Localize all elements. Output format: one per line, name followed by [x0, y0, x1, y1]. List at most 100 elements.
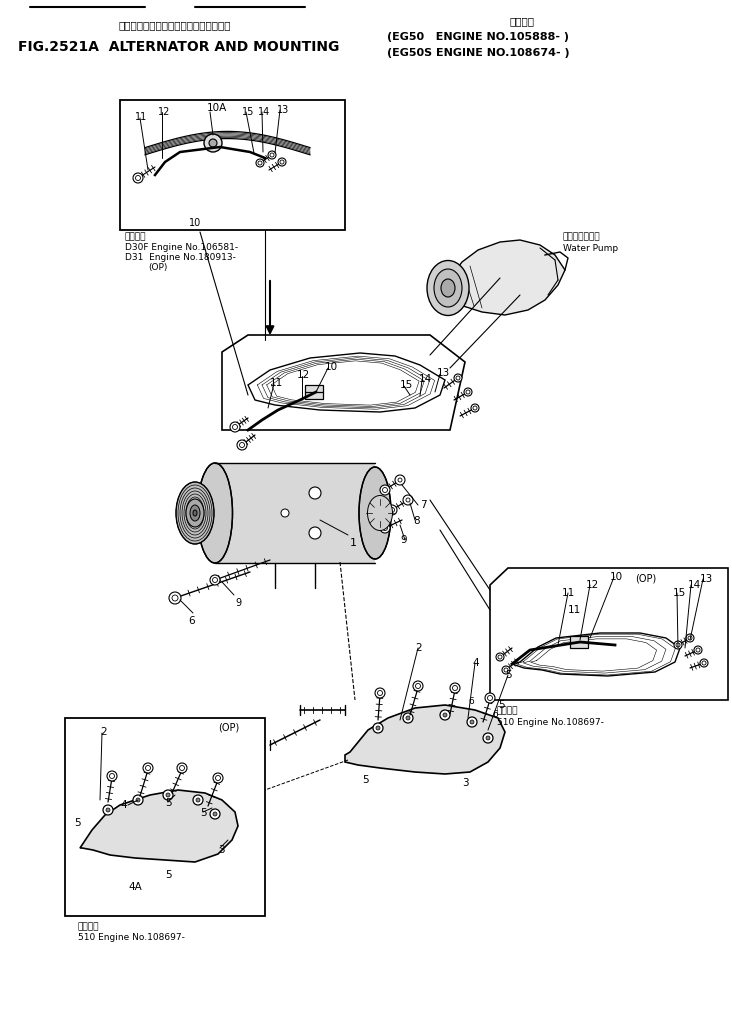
- Circle shape: [688, 636, 692, 640]
- Text: 10A: 10A: [207, 103, 227, 113]
- Text: 11: 11: [135, 112, 147, 122]
- Circle shape: [215, 776, 220, 781]
- Circle shape: [398, 478, 402, 482]
- Circle shape: [378, 691, 383, 696]
- Ellipse shape: [186, 499, 204, 527]
- Text: 5: 5: [165, 798, 171, 808]
- Ellipse shape: [198, 463, 233, 563]
- Text: 7: 7: [420, 500, 427, 510]
- Circle shape: [210, 809, 220, 819]
- Ellipse shape: [176, 482, 214, 544]
- Text: 5: 5: [498, 700, 504, 710]
- Text: 11: 11: [568, 605, 581, 615]
- Circle shape: [133, 795, 143, 805]
- Text: 6: 6: [468, 697, 474, 706]
- Text: 5: 5: [200, 808, 206, 818]
- Text: 9: 9: [400, 535, 406, 545]
- Circle shape: [456, 376, 460, 380]
- Bar: [65, 718, 265, 916]
- Text: 適用号機: 適用号機: [510, 16, 535, 26]
- Circle shape: [172, 595, 178, 601]
- Text: 6: 6: [492, 710, 498, 719]
- Text: 5: 5: [362, 775, 369, 785]
- Circle shape: [486, 736, 490, 740]
- Circle shape: [212, 577, 217, 583]
- Bar: [215, 463, 375, 563]
- Circle shape: [389, 508, 395, 512]
- Polygon shape: [490, 568, 728, 700]
- Circle shape: [502, 666, 510, 673]
- Circle shape: [309, 487, 321, 499]
- Circle shape: [471, 404, 479, 412]
- Circle shape: [210, 575, 220, 585]
- Circle shape: [213, 773, 223, 783]
- Circle shape: [702, 661, 706, 665]
- Circle shape: [383, 525, 387, 530]
- Circle shape: [466, 390, 470, 394]
- Text: 2: 2: [415, 643, 422, 653]
- Circle shape: [383, 487, 387, 493]
- Circle shape: [166, 793, 170, 797]
- Circle shape: [440, 710, 450, 721]
- Bar: [305, 385, 323, 399]
- Bar: [120, 100, 345, 230]
- Circle shape: [676, 643, 680, 647]
- Text: 1: 1: [350, 538, 357, 548]
- Circle shape: [686, 634, 694, 642]
- Circle shape: [452, 686, 458, 691]
- Text: 4: 4: [472, 658, 479, 668]
- Circle shape: [700, 659, 708, 667]
- Circle shape: [106, 808, 110, 812]
- Text: 3: 3: [218, 845, 225, 855]
- Circle shape: [230, 422, 240, 432]
- Text: (EG50   ENGINE NO.105888- ): (EG50 ENGINE NO.105888- ): [387, 32, 569, 42]
- Circle shape: [406, 716, 410, 721]
- Text: 5: 5: [165, 870, 171, 880]
- Circle shape: [403, 495, 413, 505]
- Circle shape: [380, 485, 390, 495]
- Circle shape: [135, 176, 141, 181]
- Circle shape: [281, 509, 289, 517]
- Circle shape: [196, 798, 200, 802]
- Text: 11: 11: [562, 588, 575, 598]
- Circle shape: [309, 527, 321, 539]
- Text: 13: 13: [277, 105, 289, 115]
- Circle shape: [163, 790, 173, 800]
- Text: 3: 3: [462, 778, 468, 788]
- Text: 適用号機: 適用号機: [125, 232, 146, 241]
- Text: D30F Engine No.106581-: D30F Engine No.106581-: [125, 243, 238, 252]
- Polygon shape: [512, 633, 680, 676]
- Circle shape: [450, 683, 460, 693]
- Text: 14: 14: [419, 374, 433, 384]
- Circle shape: [258, 161, 262, 165]
- Circle shape: [237, 440, 247, 450]
- Circle shape: [485, 693, 495, 703]
- Circle shape: [143, 763, 153, 773]
- Ellipse shape: [193, 510, 197, 516]
- Ellipse shape: [427, 261, 469, 316]
- Text: 4A: 4A: [128, 882, 142, 892]
- Polygon shape: [430, 240, 565, 315]
- Polygon shape: [345, 705, 505, 774]
- Text: 4: 4: [120, 800, 127, 810]
- Text: 10: 10: [189, 218, 201, 228]
- Circle shape: [278, 158, 286, 166]
- Text: (OP): (OP): [635, 573, 657, 583]
- Circle shape: [464, 388, 472, 396]
- Circle shape: [696, 648, 700, 652]
- Circle shape: [488, 696, 493, 700]
- Circle shape: [376, 726, 380, 730]
- Circle shape: [403, 713, 413, 723]
- Circle shape: [169, 592, 181, 604]
- Text: 510 Engine No.108697-: 510 Engine No.108697-: [78, 933, 185, 942]
- Circle shape: [103, 805, 113, 815]
- Text: Water Pump: Water Pump: [563, 244, 618, 253]
- Circle shape: [268, 151, 276, 159]
- Text: 6: 6: [189, 616, 195, 626]
- Ellipse shape: [434, 269, 462, 307]
- Circle shape: [406, 498, 410, 502]
- Text: 10: 10: [610, 572, 623, 582]
- Text: 12: 12: [158, 107, 171, 117]
- Circle shape: [146, 765, 151, 771]
- Text: 2: 2: [100, 727, 107, 737]
